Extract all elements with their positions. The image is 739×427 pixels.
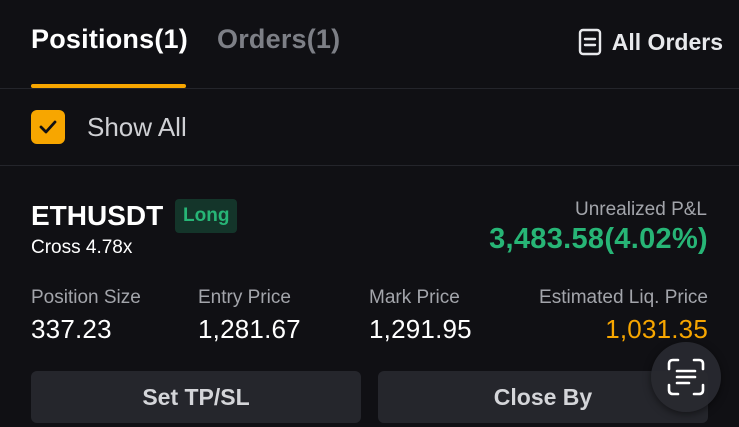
show-all-label[interactable]: Show All — [87, 112, 187, 142]
unrealized-pnl-value: 3,483.58(4.02%) — [489, 223, 708, 255]
margin-mode: Cross 4.78x — [31, 237, 133, 258]
tab-bar: Positions(1) Orders(1) All Orders — [0, 0, 739, 89]
entry-price-value: 1,281.67 — [198, 314, 301, 344]
check-icon — [39, 120, 57, 134]
document-icon — [578, 28, 602, 56]
liq-price-label: Estimated Liq. Price — [539, 287, 708, 308]
active-tab-indicator — [31, 84, 186, 88]
mark-price-label: Mark Price — [369, 287, 460, 308]
all-orders-button[interactable]: All Orders — [578, 28, 723, 56]
entry-price-label: Entry Price — [198, 287, 291, 308]
tab-orders[interactable]: Orders(1) — [217, 24, 341, 54]
tab-positions[interactable]: Positions(1) — [31, 24, 188, 54]
unrealized-pnl-label: Unrealized P&L — [574, 199, 707, 220]
position-size-label: Position Size — [31, 287, 141, 308]
position-size-value: 337.23 — [31, 314, 112, 344]
side-badge: Long — [175, 199, 238, 233]
position-symbol[interactable]: ETHUSDT — [31, 200, 164, 231]
liq-price-value: 1,031.35 — [605, 314, 708, 344]
scan-fab-button[interactable] — [651, 342, 721, 412]
show-all-checkbox[interactable] — [31, 110, 65, 144]
show-all-row: Show All — [0, 89, 739, 166]
mark-price-value: 1,291.95 — [369, 314, 472, 344]
set-tpsl-button[interactable]: Set TP/SL — [31, 371, 361, 423]
scan-icon — [667, 358, 705, 396]
all-orders-label: All Orders — [611, 28, 723, 55]
